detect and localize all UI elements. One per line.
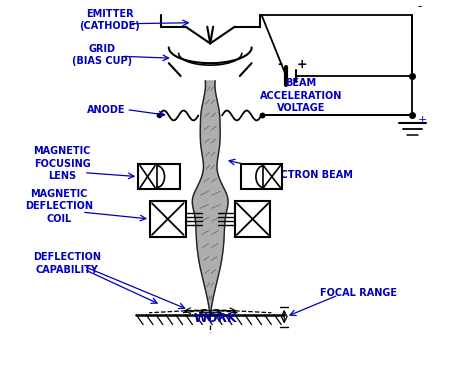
Text: EMITTER
(CATHODE): EMITTER (CATHODE) [79, 8, 140, 31]
Bar [150, 201, 185, 237]
Text: MAGNETIC
FOCUSING
LENS: MAGNETIC FOCUSING LENS [33, 146, 91, 181]
Text: WORK: WORK [193, 312, 236, 325]
Bar [235, 201, 270, 237]
Bar [138, 164, 179, 189]
Text: GRID
(BIAS CUP): GRID (BIAS CUP) [71, 44, 132, 66]
Text: ELECTRON BEAM: ELECTRON BEAM [260, 170, 352, 179]
Text: -: - [277, 58, 282, 71]
Polygon shape [192, 81, 228, 320]
Text: DEFLECTION
CAPABILITY: DEFLECTION CAPABILITY [33, 252, 101, 275]
Text: ANODE: ANODE [87, 105, 126, 115]
Text: -: - [416, 0, 421, 14]
Text: FOCAL RANGE: FOCAL RANGE [319, 288, 396, 298]
Text: +: + [296, 58, 307, 71]
Text: MAGNETIC
DEFLECTION
COIL: MAGNETIC DEFLECTION COIL [25, 189, 93, 224]
Text: +: + [416, 115, 426, 126]
Bar [240, 164, 281, 189]
Text: BEAM
ACCELERATION
VOLTAGE: BEAM ACCELERATION VOLTAGE [259, 78, 341, 113]
